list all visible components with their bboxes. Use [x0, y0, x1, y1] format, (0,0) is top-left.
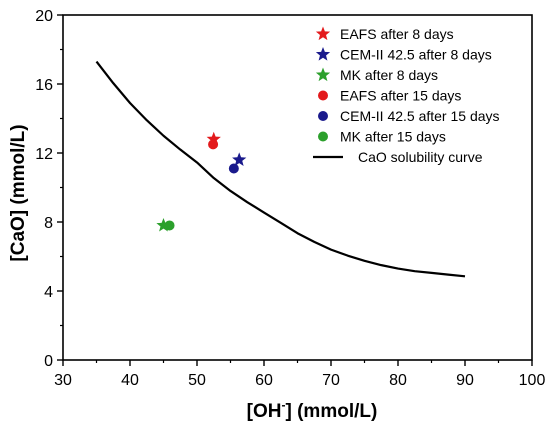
legend-star-marker	[315, 67, 331, 82]
x-axis-title: [OH-] (mmol/L)	[247, 398, 378, 422]
x-tick-label: 30	[54, 372, 72, 389]
legend-circle-marker	[318, 111, 328, 121]
data-point-circle	[228, 163, 239, 174]
legend-item: EAFS after 8 days	[315, 26, 454, 42]
y-tick-label: 8	[44, 215, 53, 232]
legend-label: EAFS after 8 days	[340, 26, 454, 42]
data-point-star	[156, 217, 171, 232]
legend-item: MK after 15 days	[318, 129, 446, 145]
x-tick-label: 100	[519, 372, 546, 389]
y-tick-label: 0	[44, 353, 53, 370]
y-axis-title: [CaO] (mmol/L)	[8, 124, 29, 261]
legend-item: CaO solubility curve	[313, 149, 483, 165]
x-tick-label: 60	[255, 372, 273, 389]
legend-label: MK after 8 days	[340, 67, 438, 83]
legend-label: CEM-II 42.5 after 15 days	[340, 108, 500, 124]
series-layer	[95, 60, 466, 278]
legend-label: EAFS after 15 days	[340, 88, 461, 104]
y-tick-label: 12	[35, 146, 53, 163]
legend-circle-marker	[318, 131, 328, 142]
plot-frame	[62, 14, 533, 361]
x-tick-label: 90	[456, 372, 474, 389]
legend-circle-marker	[318, 90, 328, 101]
x-tick-label: 50	[188, 372, 206, 389]
legend-item: MK after 8 days	[315, 67, 438, 83]
x-tick-label: 80	[389, 372, 407, 389]
legend-item: EAFS after 15 days	[318, 88, 461, 104]
legend-item: CEM-II 42.5 after 8 days	[315, 47, 492, 63]
legend-label: MK after 15 days	[340, 129, 446, 145]
data-point-star	[206, 131, 221, 146]
solubility-curve	[95, 60, 466, 278]
axes: 30 40 50 60 70 80 90 100 0 4 8 12 16 20	[35, 8, 545, 389]
y-tick-label: 4	[44, 284, 53, 301]
x-tick-label: 70	[322, 372, 340, 389]
legend-star-marker	[315, 26, 331, 41]
y-tick-label: 20	[35, 8, 53, 25]
legend: EAFS after 8 days CEM-II 42.5 after 8 day…	[313, 26, 500, 165]
legend-label: CaO solubility curve	[358, 149, 483, 165]
data-point-circle	[164, 220, 175, 231]
legend-star-marker	[315, 47, 331, 61]
legend-item: CEM-II 42.5 after 15 days	[318, 108, 500, 124]
data-point-star	[232, 152, 247, 166]
data-point-circle	[208, 139, 219, 150]
x-tick-label: 40	[121, 372, 139, 389]
y-tick-label: 16	[35, 77, 53, 94]
legend-label: CEM-II 42.5 after 8 days	[340, 47, 492, 63]
